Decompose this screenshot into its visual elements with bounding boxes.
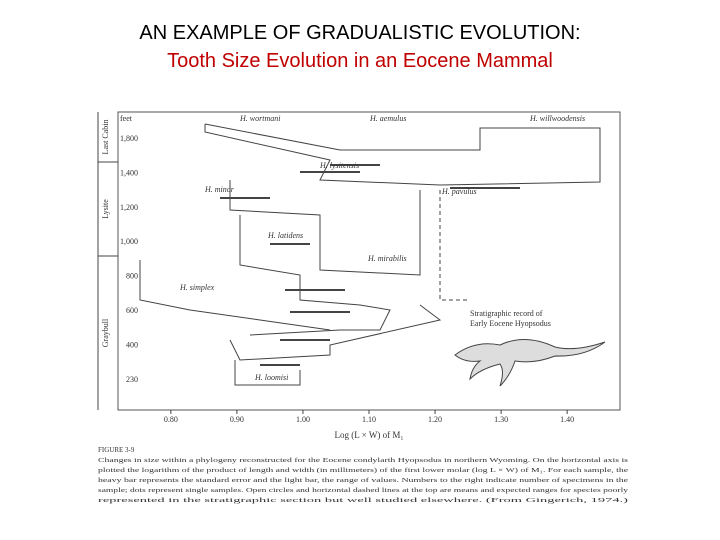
- species-label: H. loomisi: [254, 373, 288, 382]
- x-tick-label: 0.90: [230, 415, 244, 424]
- lineage-outline: [139, 260, 331, 331]
- caption-label: FIGURE 3-9: [98, 446, 135, 454]
- y-level-label: 1,200: [120, 203, 138, 212]
- phylogeny: [139, 123, 601, 386]
- inset-text: Early Eocene Hyopsodus: [470, 319, 551, 328]
- caption-line: Changes in size within a phylogeny recon…: [98, 457, 629, 464]
- y-level-label: 600: [126, 306, 138, 315]
- hyopsodus-drawing: [454, 339, 606, 387]
- caption-line: heavy bar represents the standard error …: [98, 477, 628, 484]
- lineage-outline: [234, 360, 301, 386]
- lineage-outline: [439, 190, 470, 301]
- species-label: H. minor: [204, 185, 235, 194]
- x-tick-label: 1.00: [296, 415, 310, 424]
- caption-line: plotted the logarithm of the product of …: [98, 467, 628, 474]
- slide-title: AN EXAMPLE OF GRADUALISTIC EVOLUTION:: [139, 22, 581, 44]
- species-label: H. willwoodensis: [529, 114, 585, 123]
- slide-subtitle: Tooth Size Evolution in an Eocene Mammal: [167, 50, 553, 72]
- species-label: H. lysitensis: [319, 161, 359, 170]
- x-tick-label: 1.30: [494, 415, 508, 424]
- x-tick-label: 1.40: [560, 415, 574, 424]
- zone-label: Lysite: [101, 199, 110, 219]
- y-level-label: 1,000: [120, 237, 138, 246]
- x-axis-label: Log (L × W) of M₁: [335, 430, 404, 440]
- zone-label: Graybull: [101, 318, 110, 347]
- y-level-label: 1,800: [120, 134, 138, 143]
- caption-line: represented in the stratigraphic section…: [98, 497, 628, 504]
- x-tick-label: 1.10: [362, 415, 376, 424]
- zone-label: Last Cabin: [101, 120, 110, 155]
- x-tick-label: 1.20: [428, 415, 442, 424]
- species-label: H. aemulus: [369, 114, 406, 123]
- species-label: H. pavulus: [441, 187, 477, 196]
- y-level-label: 400: [126, 340, 138, 349]
- x-tick-label: 0.80: [164, 415, 178, 424]
- species-label: H. mirabilis: [367, 254, 407, 263]
- lineage-outline: [229, 180, 421, 276]
- y-level-label: 230: [126, 375, 138, 384]
- lineage-outline: [239, 215, 391, 336]
- y-level-label: 800: [126, 272, 138, 281]
- caption-line: sample; dots represent single samples. O…: [98, 487, 629, 494]
- species-label: H. simplex: [179, 283, 215, 292]
- inset-text: Stratigraphic record of: [470, 309, 543, 318]
- y-top-label: feet: [120, 114, 133, 123]
- species-label: H. wortmani: [239, 114, 280, 123]
- species-label: H. latidens: [267, 231, 303, 240]
- y-level-label: 1,400: [120, 168, 138, 177]
- lineage-outline: [204, 123, 601, 186]
- sample-bars: [220, 164, 520, 366]
- lineage-outline: [229, 304, 442, 361]
